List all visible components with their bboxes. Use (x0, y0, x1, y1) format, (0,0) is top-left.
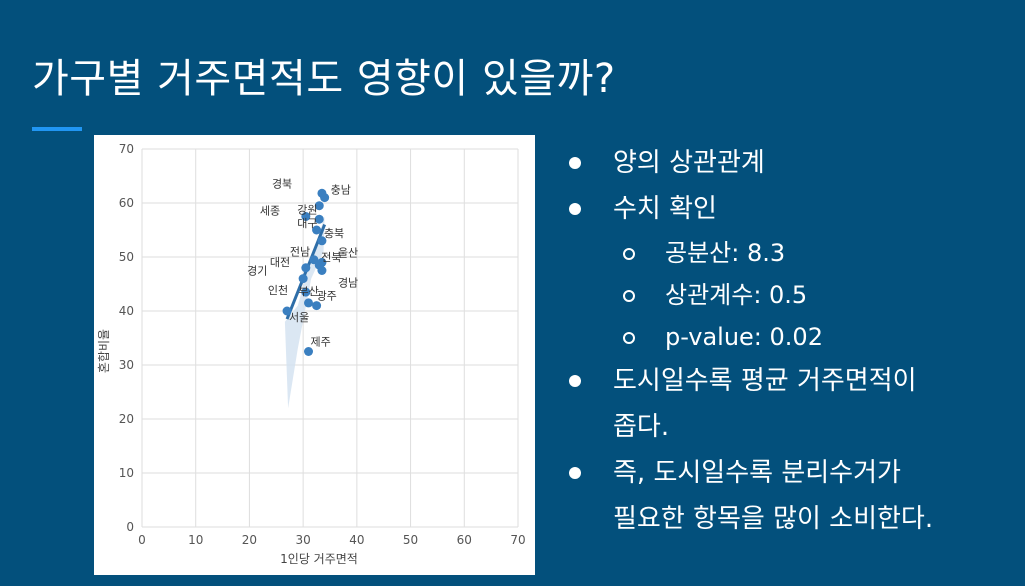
confidence-band (284, 216, 325, 409)
bullet-text: 도시일수록 평균 거주면적이 (613, 366, 917, 396)
bullet-city-area: 도시일수록 평균 거주면적이 좁다. (565, 358, 1015, 450)
sub-bullet-correlation: 상관계수: 0.5 (565, 274, 1015, 316)
point-label: 전북 (321, 251, 341, 264)
point-label: 강원 (297, 204, 317, 217)
y-tick-label: 10 (119, 466, 134, 480)
bullet-positive-correlation: 양의 상관관계 (565, 140, 1015, 186)
bullet-check-values: 수치 확인 (565, 186, 1015, 232)
bullet-dot-icon (569, 375, 581, 387)
sub-bullet-covariance: 공분산: 8.3 (565, 232, 1015, 274)
bullet-conclusion: 즉, 도시일수록 분리수거가 필요한 항목을 많이 소비한다. (565, 450, 1015, 542)
data-point (301, 212, 311, 221)
point-label: 경기 (247, 265, 267, 278)
x-tick-label: 50 (403, 533, 418, 547)
data-point (301, 287, 311, 297)
y-axis-label: 혼합비율 (97, 329, 111, 373)
point-label: 인천 (268, 283, 288, 297)
bullet-text: 수치 확인 (613, 194, 717, 224)
sub-bullet-text: 상관계수: 0.5 (665, 281, 808, 309)
x-tick-label: 10 (188, 533, 203, 547)
data-point (317, 266, 327, 275)
sub-bullet-pvalue: p-value: 0.02 (565, 316, 1015, 358)
y-tick-label: 0 (126, 520, 134, 534)
y-tick-label: 50 (119, 250, 134, 264)
data-point (314, 201, 324, 211)
point-label: 대구 (297, 217, 317, 230)
x-tick-label: 30 (296, 533, 311, 547)
y-tick-label: 70 (119, 142, 134, 156)
x-tick-label: 70 (510, 533, 525, 547)
bullet-ring-icon (623, 248, 635, 260)
data-point (298, 274, 308, 284)
x-tick-label: 40 (349, 533, 364, 547)
point-label: 충남 (331, 184, 351, 197)
sub-bullet-text: 공분산: 8.3 (665, 239, 786, 267)
data-point (314, 214, 324, 224)
point-label: 경북 (272, 177, 292, 190)
bullet-dot-icon (569, 467, 581, 479)
data-point (304, 347, 314, 356)
x-tick-label: 0 (138, 533, 146, 547)
point-label: 충북 (324, 227, 344, 240)
x-axis-label: 1인당 거주면적 (280, 552, 358, 566)
x-tick-label: 20 (242, 533, 257, 547)
bullet-ring-icon (623, 332, 635, 344)
point-label: 울산 (338, 246, 358, 259)
x-tick-label: 60 (457, 533, 472, 547)
y-tick-label: 20 (119, 412, 134, 426)
y-tick-label: 30 (119, 358, 134, 372)
bullet-list: 양의 상관관계 수치 확인 공분산: 8.3 상관계수: 0.5 p-value… (565, 140, 1015, 542)
point-label: 제주 (311, 336, 331, 349)
bullet-text: 양의 상관관계 (613, 148, 765, 178)
title-accent-bar (32, 127, 82, 131)
bullet-dot-icon (569, 203, 581, 215)
point-label: 부산 (299, 285, 319, 298)
point-label: 전남 (290, 246, 310, 259)
data-point (320, 193, 330, 203)
point-label: 경남 (338, 277, 358, 290)
data-point (304, 298, 314, 308)
data-point (301, 263, 311, 273)
bullet-ring-icon (623, 290, 635, 302)
data-point (317, 236, 327, 246)
y-tick-label: 40 (119, 304, 134, 318)
bullet-text-continued: 필요한 항목을 많이 소비한다. (613, 504, 934, 534)
point-label: 광주 (317, 290, 337, 303)
bullet-dot-icon (569, 157, 581, 169)
data-point (312, 301, 322, 311)
bullet-text: 즉, 도시일수록 분리수거가 (613, 458, 901, 488)
bullet-text-continued: 좁다. (613, 412, 670, 442)
y-tick-label: 60 (119, 196, 134, 210)
sub-bullet-text: p-value: 0.02 (665, 323, 823, 351)
slide-title: 가구별 거주면적도 영향이 있을까? (32, 56, 616, 102)
point-label: 세종 (260, 205, 280, 218)
data-point (312, 225, 322, 235)
data-point (282, 306, 292, 316)
point-label: 대전 (270, 256, 290, 269)
point-label: 서울 (289, 311, 309, 324)
